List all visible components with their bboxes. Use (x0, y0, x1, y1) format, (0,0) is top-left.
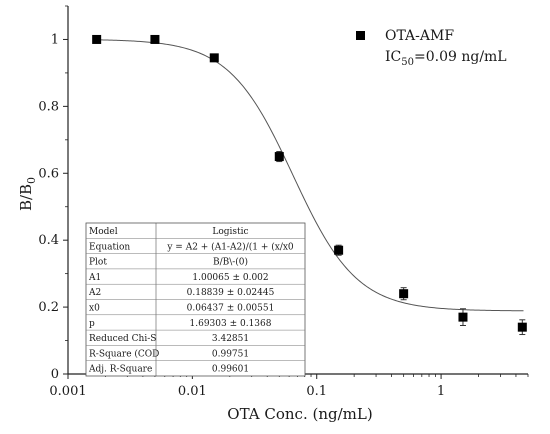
y-tick-label: 0.8 (38, 99, 59, 114)
y-axis-title-main: B/B (17, 184, 35, 211)
y-axis-title-sub: 0 (25, 177, 38, 184)
y-tick-label: 0.2 (38, 300, 59, 315)
legend-series-name: OTA-AMF (385, 28, 454, 44)
x-tick-label: 0.01 (178, 384, 207, 399)
data-point (458, 312, 468, 322)
x-tick-label: 1 (437, 384, 445, 399)
ic50-subscript: 50 (401, 57, 414, 68)
data-point (399, 289, 409, 299)
x-axis-title: OTA Conc. (ng/mL) (227, 405, 372, 423)
fit-table-key: p (89, 319, 95, 329)
ic50-value: =0.09 ng/mL (414, 49, 507, 65)
fit-table-value: 0.06437 ± 0.00551 (187, 304, 275, 314)
y-tick-label: 0 (51, 367, 59, 382)
x-tick-label: 0.1 (306, 384, 327, 399)
plot-area: 0 0.2 0.4 0.6 0.8 1 0.001 0.01 0.1 1 (38, 5, 529, 399)
fit-table-key: R-Square (COD (89, 348, 159, 359)
y-tick-label: 0.4 (38, 233, 59, 248)
data-layer (92, 34, 527, 336)
data-point (517, 322, 527, 332)
fit-table-value: 3.42851 (212, 334, 249, 344)
fit-table-key: Plot (89, 258, 107, 268)
y-tick-label: 1 (51, 32, 59, 47)
fit-table-value: Logistic (212, 227, 248, 237)
legend: OTA-AMF IC50=0.09 ng/mL (356, 28, 507, 68)
data-point (274, 152, 284, 162)
fit-table-value: 0.99601 (212, 365, 249, 375)
data-point (209, 53, 219, 63)
fit-table-key: A2 (88, 288, 101, 298)
y-axis-title: B/B0 (17, 177, 38, 211)
fit-table-key: A1 (88, 273, 101, 283)
fit-table-key: Reduced Chi-S (89, 334, 156, 344)
data-point (150, 34, 160, 44)
ic50-prefix: IC (385, 49, 401, 65)
data-point (92, 34, 102, 44)
fit-table-value: y = A2 + (A1-A2)/(1 + (x/x0 (166, 241, 294, 252)
ic50-annotation: IC50=0.09 ng/mL (385, 49, 507, 68)
fit-table-key: Adj. R-Square (88, 365, 152, 375)
axis-titles: OTA Conc. (ng/mL) B/B0 (17, 177, 373, 423)
fit-table-value: 0.99751 (212, 349, 249, 359)
fit-table-value: 1.69303 ± 0.1368 (190, 319, 272, 329)
fit-table-value: 1.00065 ± 0.002 (192, 273, 268, 283)
data-point (334, 245, 344, 255)
fit-table-key: Equation (89, 242, 130, 252)
fit-table: Model Logistic Equation y = A2 + (A1-A2)/(1… (85, 222, 306, 377)
fit-table-key: Model (89, 227, 118, 237)
fit-curve (93, 39, 524, 312)
fit-table-value: B/B\-(0) (213, 257, 248, 268)
x-tick-label: 0.001 (49, 384, 86, 399)
fit-table-value: 0.18839 ± 0.02445 (187, 288, 275, 298)
fit-table-key: x0 (89, 304, 100, 314)
y-tick-label: 0.6 (38, 166, 59, 181)
legend-marker (356, 31, 365, 40)
